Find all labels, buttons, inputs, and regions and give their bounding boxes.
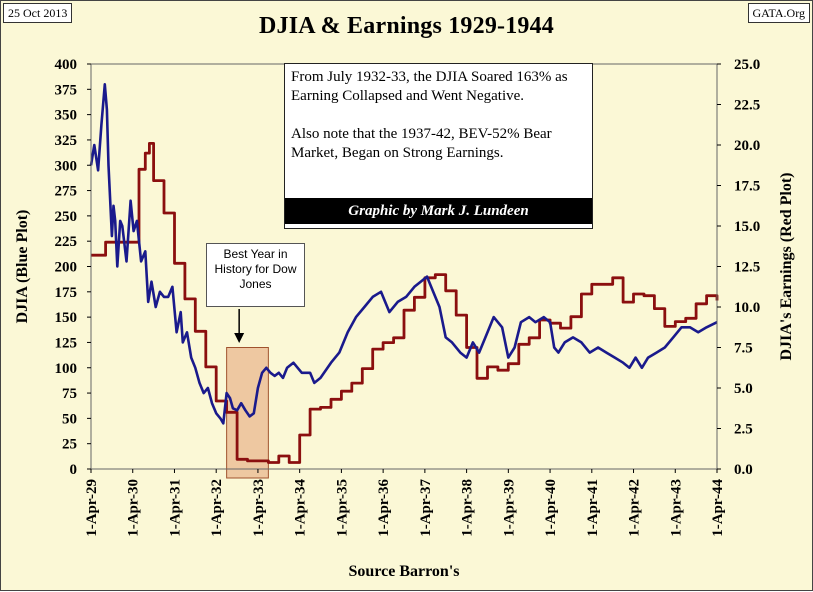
y-right-tick-label: 2.5	[734, 422, 753, 438]
y-right-tick-label: 12.5	[734, 260, 760, 276]
source-site-tag: GATA.Org	[747, 3, 810, 23]
y-right-tick-label: 0.0	[734, 462, 753, 478]
djia-series-line	[89, 83, 718, 425]
y-right-tick-label: 20.0	[734, 138, 760, 154]
x-tick-label: 1-Apr-38	[460, 479, 476, 537]
y-left-tick-label: 375	[55, 82, 78, 98]
y-left-tick-label: 200	[55, 260, 78, 276]
x-tick-label: 1-Apr-32	[209, 479, 225, 537]
chart-title: DJIA & Earnings 1929-1944	[258, 13, 555, 39]
y-right-tick-label: 15.0	[734, 219, 760, 235]
y-left-tick-label: 100	[55, 361, 78, 377]
y-left-tick-label: 250	[55, 209, 78, 225]
x-tick-label: 1-Apr-33	[251, 479, 267, 537]
y-axis-label-left: DJIA (Blue Plot)	[14, 210, 31, 324]
y-right-tick-label: 22.5	[734, 98, 760, 114]
y-left-tick-label: 25	[62, 437, 77, 453]
x-tick-label: 1-Apr-37	[418, 479, 434, 537]
y-right-tick-label: 7.5	[734, 341, 753, 357]
y-left-tick-label: 125	[55, 335, 78, 351]
y-left-tick-label: 225	[55, 234, 78, 250]
y-left-tick-label: 175	[55, 285, 78, 301]
y-right-tick-label: 25.0	[734, 57, 760, 73]
credit-banner: Graphic by Mark J. Lundeen	[285, 198, 592, 224]
y-left-tick-label: 350	[55, 108, 78, 124]
annotation-line-1: From July 1932-33, the DJIA Soared 163% …	[291, 69, 568, 104]
x-tick-label: 1-Apr-40	[543, 479, 559, 537]
y-left-tick-label: 75	[62, 386, 77, 402]
date-tag: 25 Oct 2013	[3, 3, 73, 23]
y-right-tick-label: 10.0	[734, 300, 760, 316]
x-tick-label: 1-Apr-44	[710, 479, 726, 537]
x-tick-label: 1-Apr-35	[334, 479, 350, 537]
y-left-tick-label: 0	[70, 462, 78, 478]
x-tick-label: 1-Apr-42	[627, 479, 643, 537]
x-tick-label: 1-Apr-31	[167, 479, 183, 537]
y-left-tick-label: 50	[62, 411, 77, 427]
x-tick-label: 1-Apr-36	[376, 479, 392, 537]
y-right-tick-label: 17.5	[734, 179, 760, 195]
y-left-tick-label: 275	[55, 184, 78, 200]
x-tick-label: 1-Apr-34	[293, 479, 309, 537]
callout-box: Best Year in History for Dow Jones	[206, 243, 305, 307]
x-axis-label: Source Barron's	[349, 563, 460, 580]
x-tick-label: 1-Apr-39	[501, 479, 517, 537]
annotation-box: From July 1932-33, the DJIA Soared 163% …	[284, 63, 593, 229]
y-axis-label-right: DJIA's Earnings (Red Plot)	[778, 172, 795, 360]
y-right-tick-label: 5.0	[734, 381, 753, 397]
y-left-tick-label: 150	[55, 310, 78, 326]
x-tick-label: 1-Apr-43	[668, 479, 684, 537]
y-left-tick-label: 325	[55, 133, 78, 149]
y-left-tick-label: 300	[55, 158, 78, 174]
x-tick-label: 1-Apr-29	[84, 479, 100, 537]
x-tick-label: 1-Apr-41	[585, 479, 601, 537]
annotation-line-2: Also note that the 1937-42, BEV-52% Bear…	[291, 126, 552, 161]
earnings-series-line	[91, 142, 719, 464]
y-left-tick-label: 400	[55, 57, 78, 73]
callout-arrow-head	[234, 333, 245, 343]
x-tick-label: 1-Apr-30	[126, 479, 142, 537]
